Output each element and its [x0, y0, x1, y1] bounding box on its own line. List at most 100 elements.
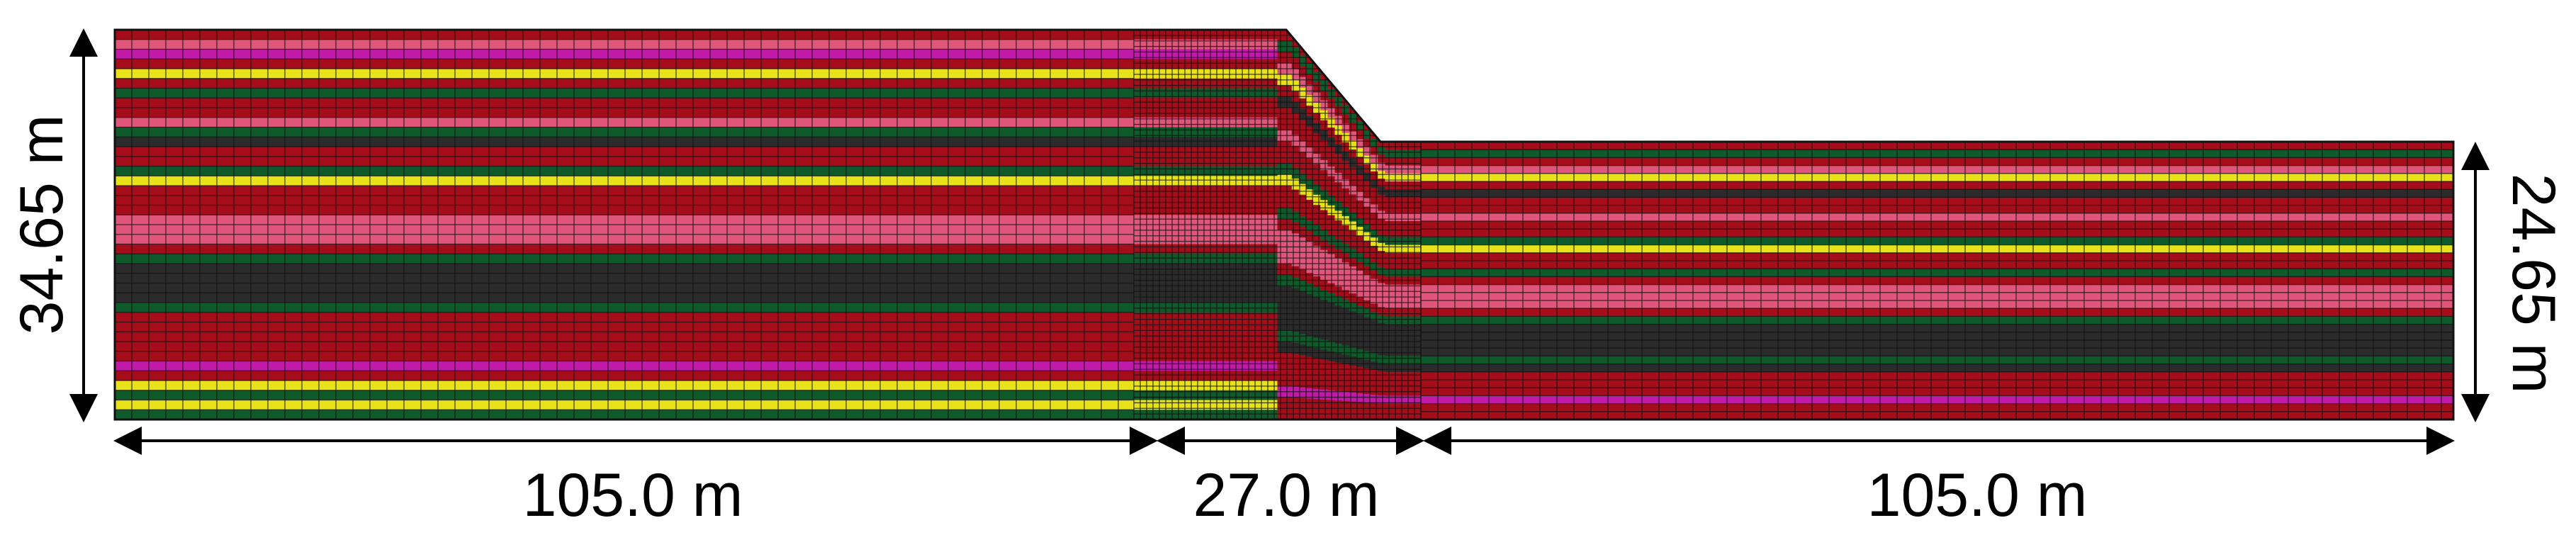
- soil-layer: [1263, 49, 1271, 60]
- soil-layer: [1392, 411, 1400, 419]
- soil-layer: [1205, 59, 1214, 69]
- soil-layer: [1176, 127, 1185, 137]
- soil-layer: [1198, 137, 1207, 147]
- soil-layer: [1334, 201, 1343, 212]
- soil-layer: [1249, 244, 1256, 254]
- soil-layer: [1378, 363, 1386, 372]
- soil-layer: [1399, 157, 1407, 167]
- soil-layer: [1256, 254, 1264, 264]
- right-height-label: 24.65 m: [2499, 174, 2567, 394]
- soil-layer: [1363, 215, 1371, 225]
- soil-layer: [1141, 88, 1149, 98]
- soil-layer: [1198, 49, 1207, 60]
- soil-layer: [1256, 30, 1264, 40]
- soil-layer: [1363, 249, 1371, 259]
- soil-layer: [1241, 303, 1249, 313]
- soil-layer: [1198, 215, 1207, 225]
- soil-layer: [1148, 127, 1157, 137]
- soil-layer: [1227, 225, 1235, 235]
- soil-layer: [1349, 311, 1357, 321]
- soil-layer: [1148, 244, 1157, 254]
- soil-layer: [1334, 172, 1343, 183]
- soil-layer: [1234, 303, 1242, 313]
- soil-layer: [1198, 342, 1207, 352]
- soil-layer: [1205, 312, 1214, 323]
- soil-layer: [1399, 189, 1407, 198]
- soil-layer: [1162, 390, 1171, 401]
- soil-layer: [1227, 293, 1235, 303]
- soil-layer: [1306, 346, 1314, 358]
- soil-layer: [1313, 317, 1322, 328]
- soil-layer: [1349, 302, 1357, 312]
- soil-layer: [1306, 377, 1314, 389]
- soil-layer: [1176, 49, 1185, 60]
- soil-layer: [1234, 215, 1242, 225]
- soil-layer: [1176, 244, 1185, 254]
- soil-layer: [1263, 410, 1271, 419]
- soil-layer: [1349, 230, 1357, 240]
- soil-layer: [1334, 248, 1343, 259]
- soil-layer: [1198, 98, 1207, 108]
- soil-layer: [1141, 264, 1149, 274]
- soil-layer: [1256, 98, 1264, 108]
- soil-layer: [1363, 351, 1371, 361]
- soil-layer: [1263, 361, 1271, 371]
- soil-layer: [1191, 195, 1199, 206]
- soil-layer: [1263, 195, 1271, 206]
- soil-layer: [1421, 252, 2453, 261]
- soil-layer: [1162, 264, 1171, 274]
- soil-layer: [1399, 356, 1407, 365]
- soil-layer: [1256, 39, 1264, 50]
- soil-layer: [1183, 195, 1192, 206]
- soil-layer: [1241, 205, 1249, 215]
- soil-layer: [1205, 390, 1214, 401]
- soil-layer: [1406, 308, 1414, 317]
- soil-layer: [1227, 332, 1235, 342]
- soil-layer: [1176, 156, 1185, 167]
- soil-layer: [1249, 59, 1256, 69]
- soil-layer: [1406, 284, 1414, 293]
- soil-layer: [1371, 163, 1379, 172]
- soil-layer: [1227, 400, 1235, 410]
- soil-layer: [1134, 273, 1142, 284]
- soil-layer: [1148, 322, 1157, 332]
- soil-layer: [1176, 98, 1185, 108]
- soil-layer: [1356, 410, 1364, 419]
- soil-layer: [1169, 293, 1178, 303]
- soil-layer: [1227, 108, 1235, 118]
- soil-layer: [1306, 231, 1314, 242]
- soil-layer: [1320, 259, 1329, 271]
- soil-layer: [1198, 351, 1207, 362]
- soil-layer: [1205, 147, 1214, 157]
- soil-layer: [1141, 273, 1149, 284]
- soil-layer: [1198, 390, 1207, 401]
- soil-layer: [1349, 257, 1357, 267]
- soil-layer: [1320, 220, 1329, 231]
- soil-layer: [1141, 30, 1149, 40]
- soil-layer: [1220, 137, 1228, 147]
- soil-layer: [1334, 210, 1343, 221]
- soil-layer: [1205, 156, 1214, 167]
- soil-layer: [1349, 356, 1357, 366]
- soil-layer: [1162, 78, 1171, 89]
- soil-layer: [1392, 229, 1400, 237]
- soil-layer: [1306, 84, 1314, 96]
- soil-layer: [1249, 400, 1256, 410]
- soil-layer: [1134, 361, 1142, 371]
- soil-layer: [1334, 267, 1343, 278]
- soil-layer: [1169, 322, 1178, 332]
- soil-layer: [1162, 254, 1171, 264]
- soil-layer: [1134, 166, 1142, 176]
- soil-layer: [1399, 205, 1407, 214]
- soil-layer: [1298, 215, 1307, 227]
- soil-layer: [1298, 312, 1307, 324]
- soil-layer: [1234, 127, 1242, 137]
- soil-layer: [1249, 98, 1256, 108]
- soil-layer: [1220, 215, 1228, 225]
- soil-layer: [1241, 88, 1249, 98]
- soil-layer: [1306, 137, 1314, 148]
- soil-layer: [1421, 388, 2453, 396]
- soil-layer: [1334, 334, 1343, 344]
- soil-layer: [1249, 283, 1256, 293]
- soil-layer: [1378, 307, 1386, 316]
